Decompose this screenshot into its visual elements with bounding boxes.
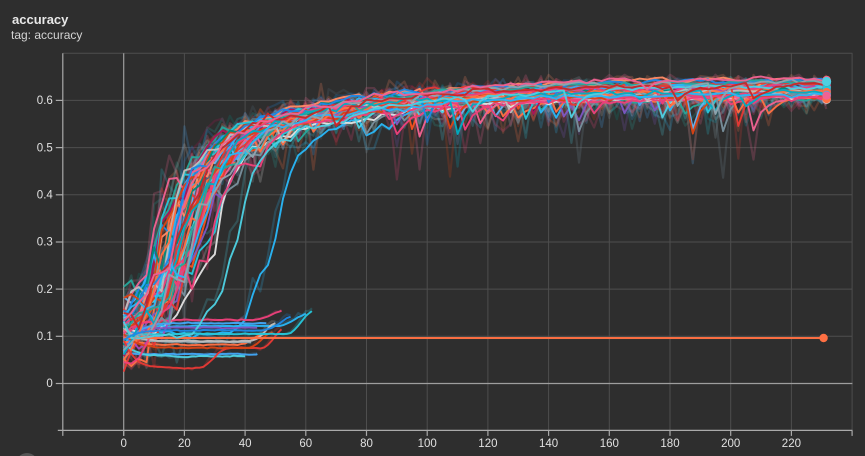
svg-text:0: 0 (46, 378, 52, 390)
svg-text:80: 80 (360, 438, 373, 450)
svg-text:0.3: 0.3 (37, 237, 53, 249)
svg-text:120: 120 (478, 438, 497, 450)
svg-text:100: 100 (418, 438, 437, 450)
svg-text:0: 0 (120, 438, 126, 450)
svg-text:180: 180 (660, 438, 679, 450)
svg-text:20: 20 (178, 438, 191, 450)
svg-text:200: 200 (721, 438, 740, 450)
svg-text:140: 140 (539, 438, 558, 450)
svg-text:0.4: 0.4 (37, 190, 54, 202)
svg-text:0.6: 0.6 (37, 95, 53, 107)
svg-text:0.2: 0.2 (37, 284, 53, 296)
svg-text:60: 60 (299, 438, 312, 450)
svg-text:220: 220 (782, 438, 801, 450)
svg-text:40: 40 (239, 438, 252, 450)
svg-text:160: 160 (600, 438, 619, 450)
svg-text:0.5: 0.5 (37, 142, 53, 154)
svg-text:0.1: 0.1 (37, 331, 53, 343)
